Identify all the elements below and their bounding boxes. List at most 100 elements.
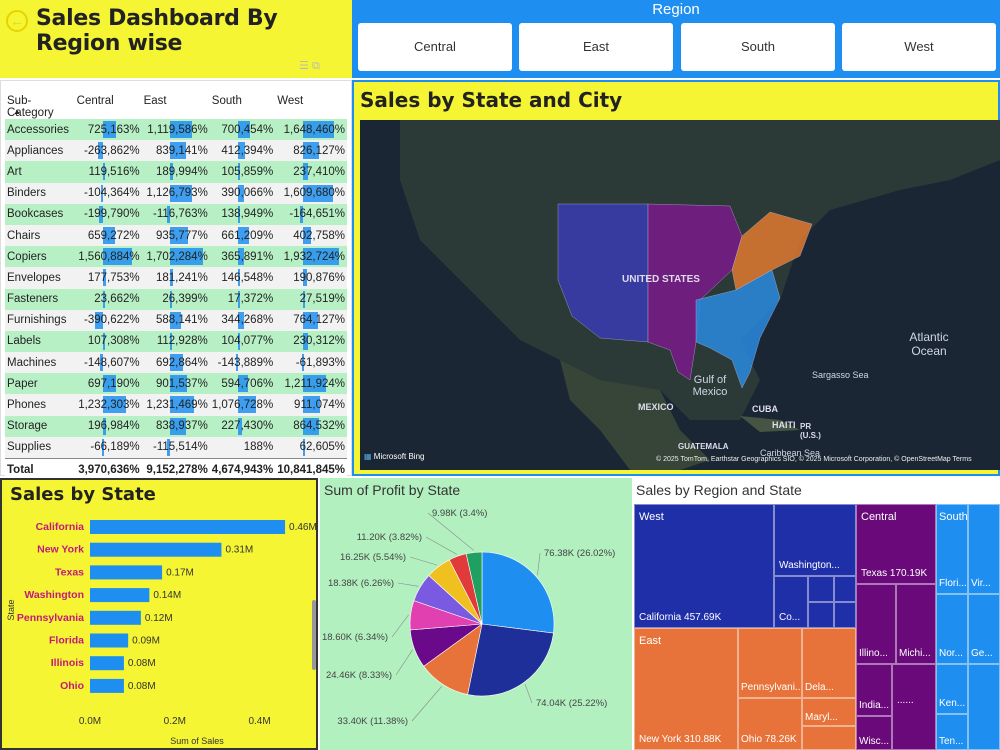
matrix-row[interactable]: Furnishings -390,622% 588,141% 344,268% 764,…	[5, 309, 347, 331]
matrix-row[interactable]: Supplies -66,189% -115,514% 188% 62,605%	[5, 436, 347, 458]
matrix-cell[interactable]: 1,231,469%	[141, 394, 210, 416]
matrix-cell[interactable]: 911,074%	[275, 394, 347, 416]
map-region-east[interactable]	[731, 211, 813, 291]
treemap-cell[interactable]	[968, 664, 1000, 750]
matrix-cell[interactable]: 23,662%	[74, 288, 142, 310]
treemap-pennsylvania[interactable]: Pennsylvani...	[738, 628, 802, 698]
sales-bar[interactable]	[90, 565, 163, 580]
sales-map[interactable]: UNITED STATES Gulf of Mexico Atlantic Oc…	[360, 120, 1000, 470]
treemap-cell[interactable]	[834, 576, 856, 602]
matrix-cell[interactable]: -104,364%	[74, 182, 142, 204]
matrix-cell[interactable]: 661,209%	[209, 224, 276, 247]
matrix-cell[interactable]: 901,537%	[141, 373, 210, 395]
treemap-cell[interactable]	[802, 726, 856, 750]
sales-bar[interactable]	[90, 520, 286, 534]
matrix-cell[interactable]: 104,077%	[209, 330, 276, 353]
treemap-ohio[interactable]: Ohio 78.26K	[738, 698, 802, 750]
matrix-cell[interactable]: 412,394%	[209, 140, 276, 162]
matrix-cell[interactable]: 864,532%	[275, 415, 347, 437]
treemap-tennessee[interactable]: Ten...	[936, 714, 968, 750]
matrix-header-south[interactable]: South	[211, 95, 242, 107]
sales-bar[interactable]	[90, 633, 129, 648]
matrix-cell[interactable]: 1,560,884%	[74, 246, 142, 268]
matrix-cell[interactable]: -164,651%	[275, 203, 347, 225]
matrix-cell[interactable]: 188%	[209, 436, 276, 458]
treemap-washington[interactable]: Washington...	[774, 504, 856, 576]
pie-slice[interactable]	[481, 551, 555, 634]
matrix-cell[interactable]: 764,127%	[275, 309, 347, 331]
matrix-cell[interactable]: 365,891%	[209, 246, 276, 268]
matrix-cell[interactable]: 1,232,303%	[74, 394, 142, 416]
treemap-colorado[interactable]: Co...	[774, 576, 808, 628]
matrix-row[interactable]: Copiers 1,560,884% 1,702,284% 365,891% 1,932…	[5, 246, 347, 268]
matrix-cell[interactable]: -148,607%	[74, 352, 142, 374]
sales-bar[interactable]	[90, 610, 141, 625]
region-button-central[interactable]: Central	[358, 23, 512, 71]
focus-icon[interactable]: ⧉	[311, 60, 320, 72]
treemap-maryland[interactable]: Maryl...	[802, 698, 856, 726]
treemap-cell[interactable]: ......	[892, 664, 936, 750]
matrix-cell[interactable]: 1,119,586%	[141, 119, 210, 141]
matrix-cell[interactable]: -390,622%	[74, 309, 142, 331]
matrix-cell[interactable]: 1,076,728%	[209, 394, 276, 416]
matrix-cell[interactable]: 177,753%	[74, 267, 142, 289]
matrix-cell[interactable]: 146,548%	[209, 267, 276, 289]
matrix-row[interactable]: Envelopes 177,753% 181,241% 146,548% 190,876…	[5, 267, 347, 289]
matrix-cell[interactable]: 1,702,284%	[141, 246, 210, 268]
matrix-cell[interactable]: 659,272%	[74, 224, 142, 247]
matrix-cell[interactable]: -115,514%	[141, 436, 210, 458]
matrix-cell[interactable]: 107,308%	[74, 330, 142, 353]
matrix-cell[interactable]: -61,893%	[275, 352, 347, 374]
map-copyright[interactable]: © 2025 TomTom, Earthstar Geographics SIO…	[656, 456, 972, 463]
matrix-cell[interactable]: 62,605%	[275, 436, 347, 458]
matrix-row[interactable]: Appliances -263,862% 839,141% 412,394% 826,1…	[5, 140, 347, 162]
treemap-georgia[interactable]: Ge...	[968, 594, 1000, 664]
matrix-row[interactable]: Labels 107,308% 112,928% 104,077% 230,312%	[5, 330, 347, 353]
sales-bar[interactable]	[90, 588, 150, 603]
matrix-cell[interactable]: -263,862%	[74, 140, 142, 162]
matrix-cell[interactable]: 594,706%	[209, 373, 276, 395]
treemap-delaware[interactable]: Dela...	[802, 628, 856, 698]
matrix-cell[interactable]: 838,937%	[141, 415, 210, 437]
matrix-cell[interactable]: 17,372%	[209, 288, 276, 310]
region-button-south[interactable]: South	[681, 23, 835, 71]
treemap-wisconsin[interactable]: Wisc...	[856, 716, 892, 750]
treemap-michigan[interactable]: Michi...	[896, 584, 936, 664]
treemap-florida[interactable]: South Flori...	[936, 504, 968, 594]
matrix-cell[interactable]: 227,430%	[209, 415, 276, 437]
matrix-row[interactable]: Accessories 725,163% 1,119,586% 700,454% 1,6…	[5, 119, 347, 141]
profit-pie-chart[interactable]: 76.38K (26.02%) 74.04K (25.22%) 33.40K (11…	[320, 478, 632, 750]
matrix-cell[interactable]: -199,790%	[74, 203, 142, 225]
matrix-cell[interactable]: 181,241%	[141, 267, 210, 289]
matrix-cell[interactable]: 1,648,460%	[275, 119, 347, 141]
matrix-cell[interactable]: 112,928%	[141, 330, 210, 353]
treemap-cell[interactable]	[808, 576, 834, 602]
treemap-indiana[interactable]: India...	[856, 664, 892, 716]
matrix-cell[interactable]: 588,141%	[141, 309, 210, 331]
treemap-newyork[interactable]: East New York 310.88K	[634, 628, 738, 750]
matrix-row[interactable]: Storage 196,984% 838,937% 227,430% 864,532%	[5, 415, 347, 437]
treemap-california[interactable]: California 457.69K West	[634, 504, 774, 628]
matrix-cell[interactable]: 1,609,680%	[275, 182, 347, 204]
matrix-row[interactable]: Machines -148,607% 692,864% -143,889% -61,89…	[5, 352, 347, 374]
matrix-cell[interactable]: 935,777%	[141, 224, 210, 247]
matrix-cell[interactable]: 1,126,793%	[141, 182, 210, 204]
treemap-texas[interactable]: Central Texas 170.19K	[856, 504, 936, 584]
pie-slice[interactable]	[465, 551, 483, 625]
matrix-cell[interactable]: -116,763%	[141, 203, 210, 225]
matrix-cell[interactable]: 105,859%	[209, 161, 276, 183]
matrix-header-central[interactable]: Central	[76, 95, 114, 107]
treemap-illinois[interactable]: Illino...	[856, 584, 896, 664]
back-arrow-icon[interactable]: ←	[6, 10, 28, 32]
treemap-cell[interactable]	[808, 602, 834, 628]
matrix-cell[interactable]: -143,889%	[209, 352, 276, 374]
sales-by-state-chart[interactable]: California 0.46M New York 0.31M Texas 0.17M Wa…	[2, 510, 316, 748]
treemap-cell[interactable]	[834, 602, 856, 628]
matrix-header-east[interactable]: East	[143, 95, 167, 107]
matrix-row[interactable]: Bookcases -199,790% -116,763% 138,949% -164,…	[5, 203, 347, 225]
matrix-row[interactable]: Paper 697,190% 901,537% 594,706% 1,211,924%	[5, 373, 347, 395]
matrix-cell[interactable]: 1,932,724%	[275, 246, 347, 268]
matrix-cell[interactable]: 189,994%	[141, 161, 210, 183]
matrix-row[interactable]: Art 119,516% 189,994% 105,859% 237,410%	[5, 161, 347, 183]
matrix-cell[interactable]: 402,758%	[275, 224, 347, 247]
